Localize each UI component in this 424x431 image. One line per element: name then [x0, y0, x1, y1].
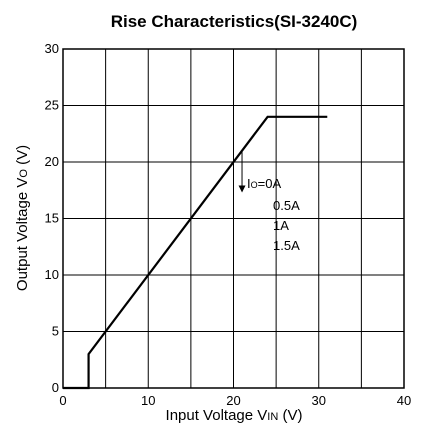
annotation-io-subscript: O [251, 180, 258, 190]
y-tick-label: 15 [45, 211, 59, 226]
y-tick-label: 0 [52, 380, 59, 395]
y-tick-label: 5 [52, 324, 59, 339]
annotation-item: 0.5A [273, 198, 300, 213]
x-tick-label: 20 [226, 393, 240, 408]
grid [63, 49, 404, 388]
y-tick-label: 30 [45, 41, 59, 56]
series-line [63, 115, 328, 390]
annotation-io-letter: I [247, 176, 251, 191]
arrow-head-icon [238, 185, 246, 193]
y-tick-label: 10 [45, 267, 59, 282]
y-axis-label-subscript: O [18, 169, 30, 178]
load-current-annotation: IO=0A 0.5A 1A 1.5A [238, 150, 300, 253]
x-axis-label-unit: (V) [278, 407, 302, 424]
y-axis-label: Output Voltage VO (V) [14, 145, 31, 291]
x-tick-label: 30 [312, 393, 326, 408]
annotation-io-label: IO=0A [247, 176, 281, 191]
x-tick-labels: 0 10 20 30 40 [59, 393, 411, 408]
x-axis-label-subscript: IN [267, 411, 278, 423]
y-axis-label-main: Output Voltage V [14, 178, 31, 291]
y-axis-label-unit: (V) [14, 145, 31, 169]
x-tick-label: 40 [397, 393, 411, 408]
chart-title: Rise Characteristics(SI-3240C) [111, 12, 358, 31]
x-tick-label: 10 [141, 393, 155, 408]
annotation-item: 1A [273, 218, 289, 233]
y-tick-label: 25 [45, 98, 59, 113]
annotation-item: 1.5A [273, 238, 300, 253]
y-tick-label: 20 [45, 154, 59, 169]
annotation-io-value: =0A [258, 176, 282, 191]
x-axis-label: Input Voltage VIN (V) [166, 407, 303, 424]
y-tick-labels: 0 5 10 15 20 25 30 [45, 41, 59, 395]
x-axis-label-main: Input Voltage V [166, 407, 268, 424]
x-tick-label: 0 [59, 393, 66, 408]
plot-frame [62, 48, 405, 389]
